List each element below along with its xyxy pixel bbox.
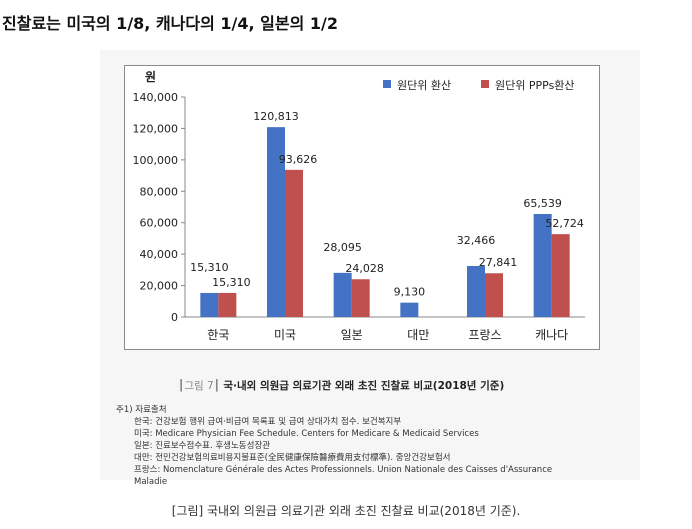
data-label-ppp-0: 15,310 xyxy=(212,276,251,289)
data-label-krw-4: 32,466 xyxy=(457,234,496,247)
bar-krw-3 xyxy=(400,302,419,317)
y-tick-label: 20,000 xyxy=(140,280,179,293)
data-label-krw-2: 28,095 xyxy=(323,241,362,254)
legend-swatch-1 xyxy=(481,80,489,88)
data-label-ppp-2: 24,028 xyxy=(345,262,384,275)
note-france-cont: Maladie xyxy=(134,477,168,487)
x-tick-label: 프랑스 xyxy=(468,328,501,342)
data-label-krw-3: 9,130 xyxy=(394,286,426,299)
bar-ppp-5 xyxy=(551,234,570,317)
y-tick-label: 140,000 xyxy=(133,91,179,104)
figure-title: ┃그림 7┃ 국·내외 의원급 의료기관 외래 초진 진찰료 비교(2018년 … xyxy=(178,378,578,393)
legend-label-1: 원단위 PPPs환산 xyxy=(495,79,575,92)
bar-ppp-0 xyxy=(218,292,237,317)
bar-krw-1 xyxy=(267,127,285,317)
data-label-krw-5: 65,539 xyxy=(523,197,562,210)
data-label-krw-0: 15,310 xyxy=(190,261,229,274)
bar-krw-5 xyxy=(533,214,552,317)
note-heading: 주1) 자료출처 xyxy=(116,405,167,415)
data-label-krw-1: 120,813 xyxy=(253,110,299,123)
y-tick-label: 40,000 xyxy=(140,248,179,261)
bar-krw-4 xyxy=(467,265,485,317)
legend-swatch-0 xyxy=(383,80,391,88)
bar-krw-0 xyxy=(200,292,219,317)
note-japan: 일본: 진료보수점수표. 후생노동성장관 xyxy=(134,441,271,451)
data-label-ppp-1: 93,626 xyxy=(279,153,318,166)
x-tick-label: 미국 xyxy=(274,328,296,342)
bar-ppp-1 xyxy=(285,169,303,317)
x-tick-label: 대만 xyxy=(407,328,429,342)
figure-number: ┃그림 7┃ xyxy=(178,380,220,392)
image-caption: [그림] 국내외 의원급 의료기관 외래 초진 진찰료 비교(2018년 기준)… xyxy=(171,504,521,518)
x-tick-label: 캐나다 xyxy=(535,328,568,342)
y-tick-label: 120,000 xyxy=(133,122,179,135)
note-usa: 미국: Medicare Physician Fee Schedule. Cen… xyxy=(134,429,479,439)
note-taiwan: 대만: 전민건강보험의료비용지불표준(全民健康保險醫療費用支付標準). 중앙건강… xyxy=(134,453,451,463)
figure-title-text: 국·내외 의원급 의료기관 외래 초진 진찰료 비교(2018년 기준) xyxy=(223,380,505,392)
headline: 진찰료는 미국의 1/8, 캐나다의 1/4, 일본의 1/2 xyxy=(2,14,338,33)
x-tick-label: 일본 xyxy=(341,328,363,342)
y-tick-label: 80,000 xyxy=(140,185,179,198)
y-tick-label: 0 xyxy=(171,311,178,324)
bar-ppp-4 xyxy=(485,273,503,317)
bar-ppp-2 xyxy=(351,279,370,317)
note-france: 프랑스: Nomenclature Générale des Actes Pro… xyxy=(134,465,553,475)
y-tick-label: 60,000 xyxy=(140,217,179,230)
note-korea: 한국: 건강보험 행위 급여·비급여 목록표 및 급여 상대가치 점수. 보건복… xyxy=(134,417,402,427)
y-axis-label: 원 xyxy=(145,70,156,84)
y-tick-label: 100,000 xyxy=(133,154,179,167)
x-tick-label: 한국 xyxy=(207,328,229,342)
data-label-ppp-5: 52,724 xyxy=(545,217,584,230)
data-label-ppp-4: 27,841 xyxy=(479,256,518,269)
legend-label-0: 원단위 환산 xyxy=(397,79,451,92)
bar-krw-2 xyxy=(333,272,352,317)
fee-comparison-chart: 원 0 20,000 40,000 60,000 80,000 100,000 120,000… xyxy=(133,70,585,342)
source-notes: 주1) 자료출처 한국: 건강보험 행위 급여·비급여 목록표 및 급여 상대가… xyxy=(116,404,616,488)
chart-frame: 원 0 20,000 40,000 60,000 80,000 100,000 120,000… xyxy=(124,65,600,350)
